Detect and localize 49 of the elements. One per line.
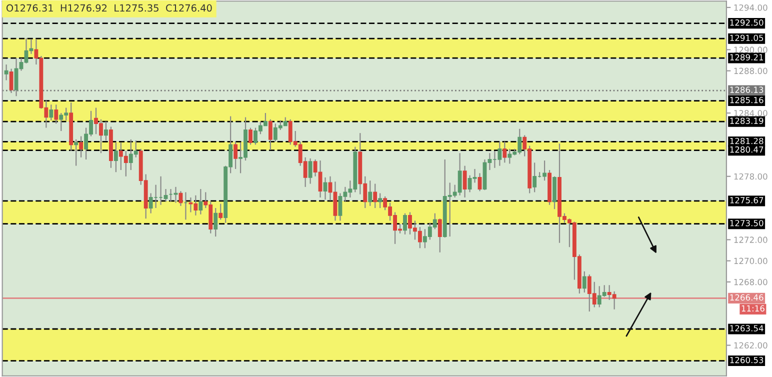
ref-line-label: 1285.16 <box>730 96 764 104</box>
candlestick <box>438 218 442 253</box>
candlestick <box>403 212 407 235</box>
candlestick <box>49 104 54 121</box>
candlestick <box>79 136 84 158</box>
y-tick-label: 1288.00 <box>734 68 768 74</box>
candlestick <box>532 162 537 193</box>
ref-line-label: 1280.47 <box>730 146 764 153</box>
candlestick <box>74 138 78 166</box>
annotation: O1276.31 H1276.92 L1275.35 C1276.40 <box>6 4 212 12</box>
y-tick-label: 1270.00 <box>734 258 768 264</box>
candlestick <box>164 188 168 202</box>
candlestick <box>218 203 223 220</box>
candlestick <box>478 172 482 192</box>
candlestick <box>582 270 586 294</box>
candlestick <box>214 207 218 238</box>
ref-line-label: 1275.67 <box>730 197 764 204</box>
candlestick <box>234 140 238 170</box>
y-tick-label: 1268.00 <box>734 278 768 286</box>
candlestick <box>54 104 58 124</box>
candlestick <box>308 158 312 184</box>
candlestick <box>502 140 507 164</box>
ref-line-label: 1281.28 <box>730 138 764 144</box>
candlestick <box>373 183 378 209</box>
candlestick <box>4 64 8 81</box>
ref-line-label: 1263.54 <box>730 325 764 332</box>
text: 11:16 <box>742 305 764 312</box>
candlestick <box>114 142 118 173</box>
candlestick <box>462 165 467 198</box>
ref-line-label: 1286.13 <box>730 86 764 93</box>
candlestick <box>368 180 372 206</box>
y-tick-label: 1278.00 <box>734 173 768 180</box>
y-tick-label: 1290.00 <box>734 46 768 53</box>
ref-line-label: 1292.50 <box>730 19 764 26</box>
candlestick <box>378 192 382 209</box>
candlestick <box>198 188 203 215</box>
candlestick <box>104 120 108 142</box>
ref-line-label: 1273.50 <box>730 220 764 226</box>
candlestick <box>268 118 272 151</box>
ref-line-label: 1283.19 <box>730 118 764 124</box>
y-tick-label: 1272.00 <box>734 236 768 243</box>
y-tick-label: 1294.00 <box>734 4 768 11</box>
y-tick-label: 1284.00 <box>734 110 768 116</box>
ref-line-label: 1289.21 <box>730 54 764 60</box>
ref-line-label: 1260.53 <box>730 356 764 364</box>
candlestick <box>248 127 252 146</box>
ref-line-label: 1266.46 <box>730 294 764 301</box>
y-tick-label: 1262.00 <box>734 342 768 349</box>
ref-line-label: 1291.05 <box>730 34 764 42</box>
